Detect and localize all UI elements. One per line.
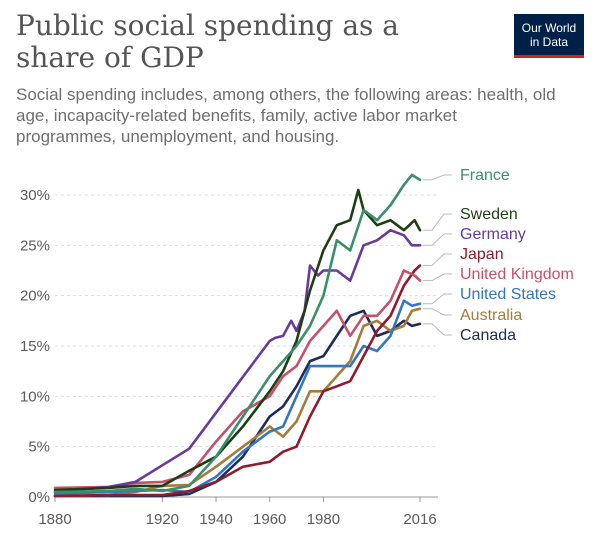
x-tick-label: 1940 xyxy=(199,511,232,528)
x-tick-label: 1920 xyxy=(146,511,179,528)
series-line-japan[interactable] xyxy=(53,264,422,498)
legend-label-germany[interactable]: Germany xyxy=(460,226,526,243)
series-line-germany[interactable] xyxy=(53,228,422,494)
y-tick-label: 15% xyxy=(20,338,50,355)
series-line-canada[interactable] xyxy=(53,309,422,498)
legend-label-australia[interactable]: Australia xyxy=(460,307,522,324)
logo-line-2: in Data xyxy=(529,35,569,49)
chart-subtitle: Social spending includes, among others, … xyxy=(16,85,556,146)
legend-label-canada[interactable]: Canada xyxy=(460,327,516,344)
legend: France Sweden Germany Japan United Kingdom Un… xyxy=(423,167,574,344)
legend-connector-united-states xyxy=(423,293,452,305)
legend-connector-japan xyxy=(423,253,452,266)
legend-connector-australia xyxy=(423,308,452,316)
legend-connector-germany xyxy=(423,233,452,246)
y-tick-label: 20% xyxy=(20,288,50,305)
series-line-australia[interactable] xyxy=(53,307,422,498)
y-tick-label: 0% xyxy=(28,489,50,506)
legend-connector-united-kingdom xyxy=(423,273,452,282)
x-axis: 1880 1920 1940 1960 1980 2016 xyxy=(38,497,437,528)
legend-label-sweden[interactable]: Sweden xyxy=(460,206,518,223)
logo-line-1: Our World xyxy=(521,21,577,35)
y-axis: 0% 5% 10% 15% 20% 25% 30% xyxy=(20,187,50,506)
series-line-sweden[interactable] xyxy=(53,188,422,492)
series-line-france[interactable] xyxy=(53,173,422,494)
x-tick-label: 1980 xyxy=(307,511,340,528)
legend-label-united-states[interactable]: United States xyxy=(460,286,556,303)
chart-title: Public social spending as a share of GDP xyxy=(16,9,399,74)
x-tick-label: 2016 xyxy=(403,511,436,528)
x-tick-label: 1880 xyxy=(38,511,71,528)
series-lines xyxy=(53,173,422,498)
series-line-united-kingdom[interactable] xyxy=(53,269,422,490)
legend-label-japan[interactable]: Japan xyxy=(460,246,504,263)
legend-label-france[interactable]: France xyxy=(460,167,510,184)
legend-connector-france xyxy=(423,174,452,181)
legend-connector-sweden xyxy=(423,213,452,231)
y-tick-label: 30% xyxy=(20,187,50,204)
legend-label-united-kingdom[interactable]: United Kingdom xyxy=(460,266,574,283)
owid-logo[interactable]: Our World in Data xyxy=(514,14,584,58)
y-tick-label: 25% xyxy=(20,237,50,254)
y-tick-label: 5% xyxy=(28,439,50,456)
legend-connector-canada xyxy=(423,323,452,336)
x-tick-label: 1960 xyxy=(253,511,286,528)
series-line-united-states[interactable] xyxy=(53,299,422,496)
y-tick-label: 10% xyxy=(20,388,50,405)
